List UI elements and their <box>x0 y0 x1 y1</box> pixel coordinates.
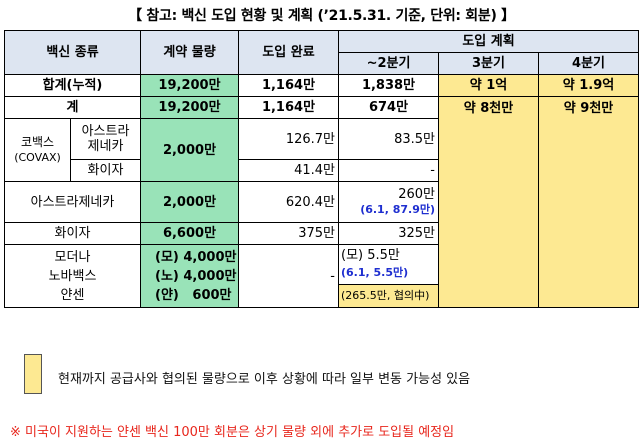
header-delivered: 도입 완료 <box>238 30 339 75</box>
covax-astra-label-1: 아스트라 <box>81 124 130 139</box>
row-subtotal-q2: 674만 <box>338 96 439 119</box>
row-total-label: 합계(누적) <box>4 74 141 97</box>
row-covax-pfizer-q2: - <box>338 159 439 182</box>
row-total-q3: 약 1억 <box>438 74 539 97</box>
others-q2-moderna: (모) 5.5만 <box>341 248 400 264</box>
row-others-q2-janssen: (265.5만, 협의中) <box>338 283 439 309</box>
row-others-delivered: - <box>238 244 339 308</box>
others-contract-novavax: (노) 4,000만 <box>155 268 237 284</box>
row-total-contract: 19,200만 <box>140 74 239 97</box>
astra-q2-value: 260만 <box>398 187 435 202</box>
covax-astra-label-2: 제네카 <box>87 139 124 154</box>
row-total-delivered: 1,164만 <box>238 74 339 97</box>
row-subtotal-contract: 19,200만 <box>140 96 239 119</box>
others-label-novavax: 노바백스 <box>48 268 97 284</box>
page-title: 【 참고: 백신 도입 현황 및 계획 (’21.5.31. 기준, 단위: 회… <box>128 8 515 24</box>
header-vaccine-type: 백신 종류 <box>4 30 141 75</box>
row-others-q2-moderna: (모) 5.5만 (6.1, 5.5만) <box>338 244 439 285</box>
row-pfizer-label: 화이자 <box>4 222 141 245</box>
row-others-contract: (모) 4,000만 (노) 4,000만 (얀) 600만 <box>140 244 239 308</box>
row-astra-q2: 260만 (6.1, 87.9만) <box>338 181 439 223</box>
row-covax-pfizer-label: 화이자 <box>70 159 141 182</box>
row-covax-astra-q2: 83.5만 <box>338 118 439 160</box>
header-contract: 계약 물량 <box>140 30 239 75</box>
row-others-label: 모더나 노바백스 얀센 <box>4 244 141 308</box>
row-covax-astra-delivered: 126.7만 <box>238 118 339 160</box>
row-subtotal-q4: 약 9천만 <box>537 96 640 308</box>
row-covax-label: 코백스 (COVAX) <box>4 118 71 182</box>
row-pfizer-delivered: 375만 <box>238 222 339 245</box>
row-covax-pfizer-delivered: 41.4만 <box>238 159 339 182</box>
others-q2-moderna-note: (6.1, 5.5만) <box>341 266 409 280</box>
footnote: ※ 미국이 지원하는 얀센 백신 100만 회분은 상기 물량 외에 추가로 도… <box>10 425 455 440</box>
others-contract-moderna: (모) 4,000만 <box>155 249 237 265</box>
header-q3: 3분기 <box>438 52 539 75</box>
header-q4: 4분기 <box>537 52 640 75</box>
row-covax-astra-label: 아스트라 제네카 <box>70 118 141 160</box>
others-label-moderna: 모더나 <box>54 249 91 265</box>
row-astra-delivered: 620.4만 <box>238 181 339 223</box>
legend-yellow-swatch <box>24 354 42 394</box>
row-covax-contract: 2,000만 <box>140 118 239 182</box>
row-total-q4: 약 1.9억 <box>537 74 640 97</box>
covax-label-sub: (COVAX) <box>14 151 61 164</box>
row-subtotal-q3: 약 8천만 <box>438 96 539 308</box>
header-q2: ~2분기 <box>338 52 439 75</box>
others-contract-janssen: (얀) 600만 <box>155 287 232 303</box>
covax-label-main: 코백스 <box>20 135 55 149</box>
row-astra-label: 아스트라제네카 <box>4 181 141 223</box>
astra-q2-note: (6.1, 87.9만) <box>360 203 435 216</box>
legend-text: 현재까지 공급사와 협의된 물량으로 이후 상황에 따라 일부 변동 가능성 있… <box>58 372 471 387</box>
row-pfizer-contract: 6,600만 <box>140 222 239 245</box>
row-pfizer-q2: 325만 <box>338 222 439 245</box>
others-label-janssen: 얀센 <box>60 287 85 303</box>
header-plan: 도입 계획 <box>337 30 640 53</box>
row-subtotal-label: 계 <box>4 96 141 119</box>
row-subtotal-delivered: 1,164만 <box>238 96 339 119</box>
row-total-q2: 1,838만 <box>338 74 439 97</box>
vaccine-table: 백신 종류 계약 물량 도입 완료 도입 계획 ~2분기 3분기 4분기 합계(… <box>4 30 640 309</box>
row-astra-contract: 2,000만 <box>140 181 239 223</box>
